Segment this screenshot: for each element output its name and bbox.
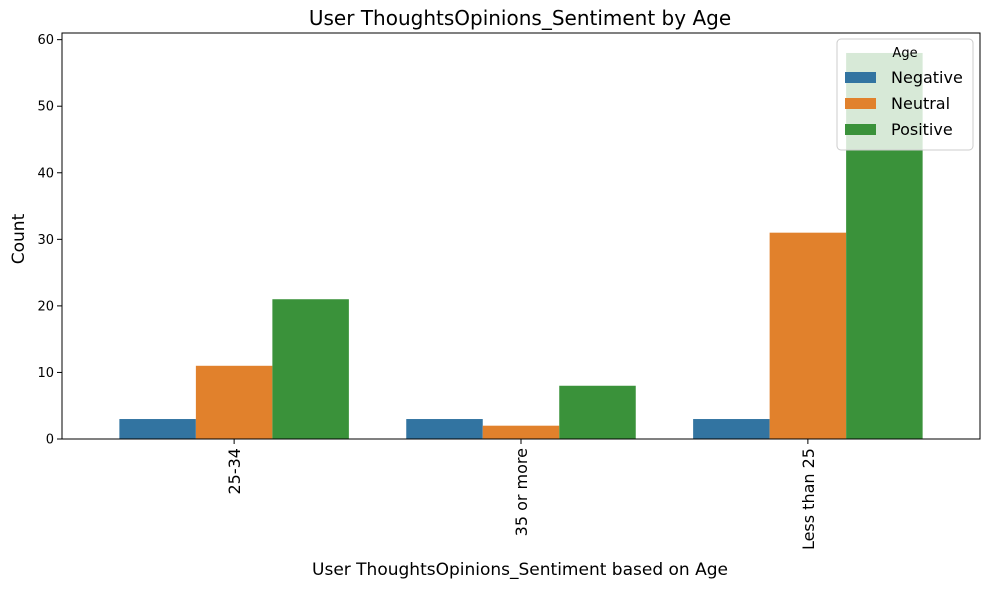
- legend: Age Negative Neutral Positive: [836, 38, 974, 151]
- y-tick-label: 60: [37, 33, 54, 48]
- y-tick-label: 0: [46, 433, 54, 448]
- bar-negative-3: [693, 419, 770, 439]
- bar-neutral-3: [769, 232, 847, 439]
- bar-positive-2: [559, 385, 636, 439]
- y-tick-label: 40: [37, 166, 54, 181]
- bars-group: [119, 52, 923, 439]
- legend-swatch-neutral: [845, 98, 876, 109]
- chart-title: User ThoughtsOpinions_Sentiment by Age: [309, 6, 731, 30]
- legend-label-positive: Positive: [891, 120, 953, 139]
- y-tick-label: 50: [37, 100, 54, 115]
- legend-label-neutral: Neutral: [891, 94, 950, 113]
- x-tick-label: 35 or more: [512, 448, 531, 536]
- legend-title: Age: [892, 46, 917, 61]
- legend-label-negative: Negative: [891, 68, 963, 87]
- legend-box: [836, 38, 974, 151]
- bar-negative-2: [406, 419, 483, 439]
- legend-swatch-negative: [845, 72, 876, 83]
- x-axis-label: User ThoughtsOpinions_Sentiment based on…: [312, 560, 728, 580]
- plot-frame: [61, 32, 981, 440]
- y-axis: 0 10 20 30 40 50 60: [37, 33, 62, 448]
- y-tick-label: 10: [37, 366, 54, 381]
- y-tick-label: 30: [37, 233, 54, 248]
- legend-swatch-positive: [845, 124, 876, 135]
- bar-negative-1: [119, 419, 196, 439]
- x-tick-label: 25-34: [225, 448, 244, 495]
- bar-neutral-2: [482, 425, 560, 439]
- y-tick-label: 20: [37, 299, 54, 314]
- y-axis-label: Count: [9, 213, 29, 264]
- x-axis: 25-34 35 or more Less than 25: [225, 439, 818, 550]
- legend-items: Negative Neutral Positive: [845, 68, 963, 139]
- x-tick-label: Less than 25: [799, 448, 818, 550]
- bar-neutral-1: [195, 365, 273, 439]
- bar-positive-1: [272, 299, 349, 439]
